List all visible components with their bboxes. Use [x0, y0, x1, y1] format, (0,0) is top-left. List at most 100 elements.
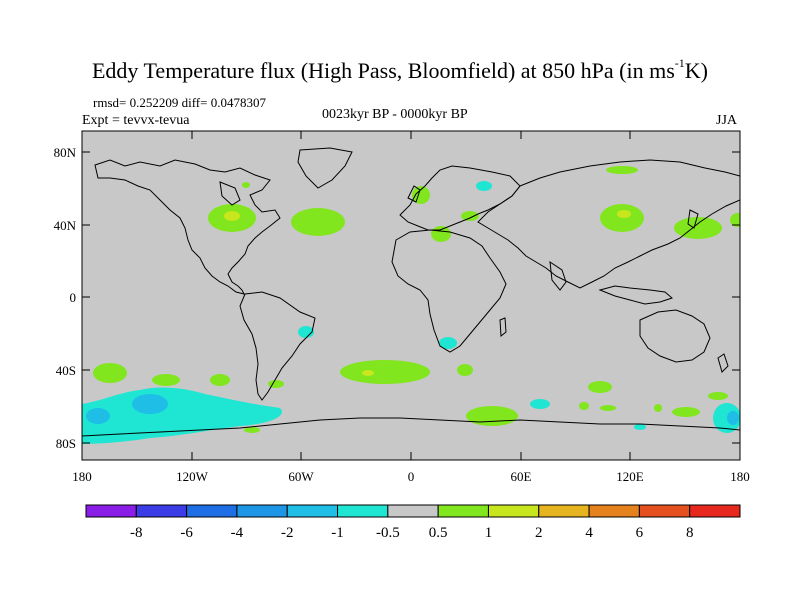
x-tick-0: 0	[408, 469, 415, 484]
colorbar-swatch	[286, 504, 339, 518]
coast-new-zealand	[717, 353, 729, 373]
colorbar-swatch	[236, 504, 288, 518]
x-tick-120w: 120W	[176, 469, 209, 484]
patch-negative	[476, 181, 492, 191]
patch-positive-strong	[362, 370, 374, 376]
coast-south-america	[239, 291, 316, 401]
patch-positive	[579, 402, 589, 410]
patch-positive	[152, 374, 180, 386]
patch-negative-strong	[727, 411, 739, 425]
colorbar-label: 4	[585, 525, 593, 541]
coast-hudson-bay	[219, 181, 241, 206]
patch-positive	[588, 381, 612, 393]
colorbar-swatch	[689, 504, 741, 518]
title-main: Eddy Temperature flux (High Pass, Bloomf…	[91, 58, 675, 83]
y-tick-marks	[82, 151, 740, 444]
colorbar-label: 8	[686, 525, 694, 541]
patch-positive	[654, 404, 662, 412]
patch-negative	[298, 326, 314, 338]
patch-negative	[713, 403, 740, 433]
coast-indonesia	[598, 285, 673, 305]
y-tick-80n: 80N	[54, 145, 77, 160]
title-tail: K)	[684, 58, 708, 83]
patch-positive	[708, 392, 728, 400]
patch-positive	[244, 427, 260, 433]
patch-positive-strong	[224, 211, 240, 221]
colorbar-swatch	[85, 504, 137, 518]
patch-negative	[634, 424, 646, 430]
experiment-label: Expt = tevvx-tevua	[82, 113, 190, 128]
patch-positive-strong	[617, 210, 631, 218]
period-label: 0023kyr BP - 0000kyr BP	[322, 107, 468, 122]
coast-greenland	[297, 147, 353, 189]
patch-positive	[730, 213, 740, 227]
patch-positive	[674, 217, 722, 239]
colorbar-swatch	[538, 504, 590, 518]
x-tick-60w: 60W	[288, 469, 314, 484]
patch-positive	[291, 208, 345, 236]
colorbar-swatch	[337, 504, 389, 518]
coast-africa	[391, 229, 507, 353]
coast-india	[549, 260, 567, 291]
season-label: JJA	[716, 113, 738, 128]
patch-negative-southern-pacific	[82, 387, 282, 444]
patch-positive	[93, 363, 127, 383]
coast-asia	[477, 159, 740, 289]
y-tick-40s: 40S	[56, 363, 76, 378]
colorbar-swatch	[588, 504, 640, 518]
patch-negative	[439, 337, 457, 349]
patch-negative-strong	[86, 408, 110, 424]
colorbar-swatch	[387, 504, 439, 518]
colorbar-label: -8	[130, 525, 143, 541]
colorbar: -8 -6 -4 -2 -1 -0.5 0.5 1 2 4 6 8	[85, 504, 741, 541]
patch-negative-strong	[132, 394, 168, 414]
coast-australia	[639, 309, 711, 363]
colorbar-label: 2	[535, 525, 543, 541]
patch-positive	[600, 405, 616, 411]
chart-title: Eddy Temperature flux (High Pass, Bloomf…	[0, 55, 800, 84]
anomaly-patches	[82, 166, 740, 444]
colorbar-swatch	[638, 504, 691, 518]
x-tick-60e: 60E	[511, 469, 532, 484]
patch-negative	[530, 399, 550, 409]
y-tick-80s: 80S	[56, 436, 76, 451]
colorbar-swatch	[135, 504, 188, 518]
colorbar-label: -6	[180, 525, 193, 541]
stats-label: rmsd= 0.252209 diff= 0.0478307	[93, 95, 266, 110]
x-tick-120e: 120E	[616, 469, 644, 484]
y-tick-40n: 40N	[54, 218, 77, 233]
coast-japan	[687, 209, 699, 229]
coast-british-isles	[407, 185, 421, 203]
patch-positive	[600, 204, 644, 232]
patch-positive	[340, 360, 430, 384]
colorbar-swatch	[186, 504, 238, 518]
patch-positive	[242, 182, 250, 188]
coast-antarctica	[82, 417, 740, 437]
colorbar-label: 6	[636, 525, 644, 541]
coast-north-america	[94, 159, 281, 295]
patch-positive	[606, 166, 638, 174]
patch-positive	[457, 364, 473, 376]
patch-positive	[268, 380, 284, 388]
colorbar-label: 0.5	[429, 525, 448, 541]
x-tick-marks	[81, 131, 741, 460]
colorbar-label: -0.5	[376, 525, 400, 541]
patch-positive	[672, 407, 700, 417]
coastlines	[82, 147, 740, 437]
patch-positive	[461, 211, 479, 221]
colorbar-label: -2	[281, 525, 294, 541]
colorbar-label: 1	[485, 525, 493, 541]
colorbar-label: -4	[231, 525, 244, 541]
y-tick-0: 0	[70, 290, 77, 305]
colorbar-swatch	[437, 504, 489, 518]
x-tick-180w: 180	[72, 469, 92, 484]
coast-madagascar	[499, 317, 507, 337]
patch-positive	[431, 226, 451, 242]
patch-positive	[210, 374, 230, 386]
patch-positive	[466, 406, 518, 426]
x-tick-180e: 180	[730, 469, 750, 484]
colorbar-label: -1	[331, 525, 344, 541]
title-superscript: -1	[674, 55, 685, 70]
colorbar-swatch	[487, 504, 540, 518]
